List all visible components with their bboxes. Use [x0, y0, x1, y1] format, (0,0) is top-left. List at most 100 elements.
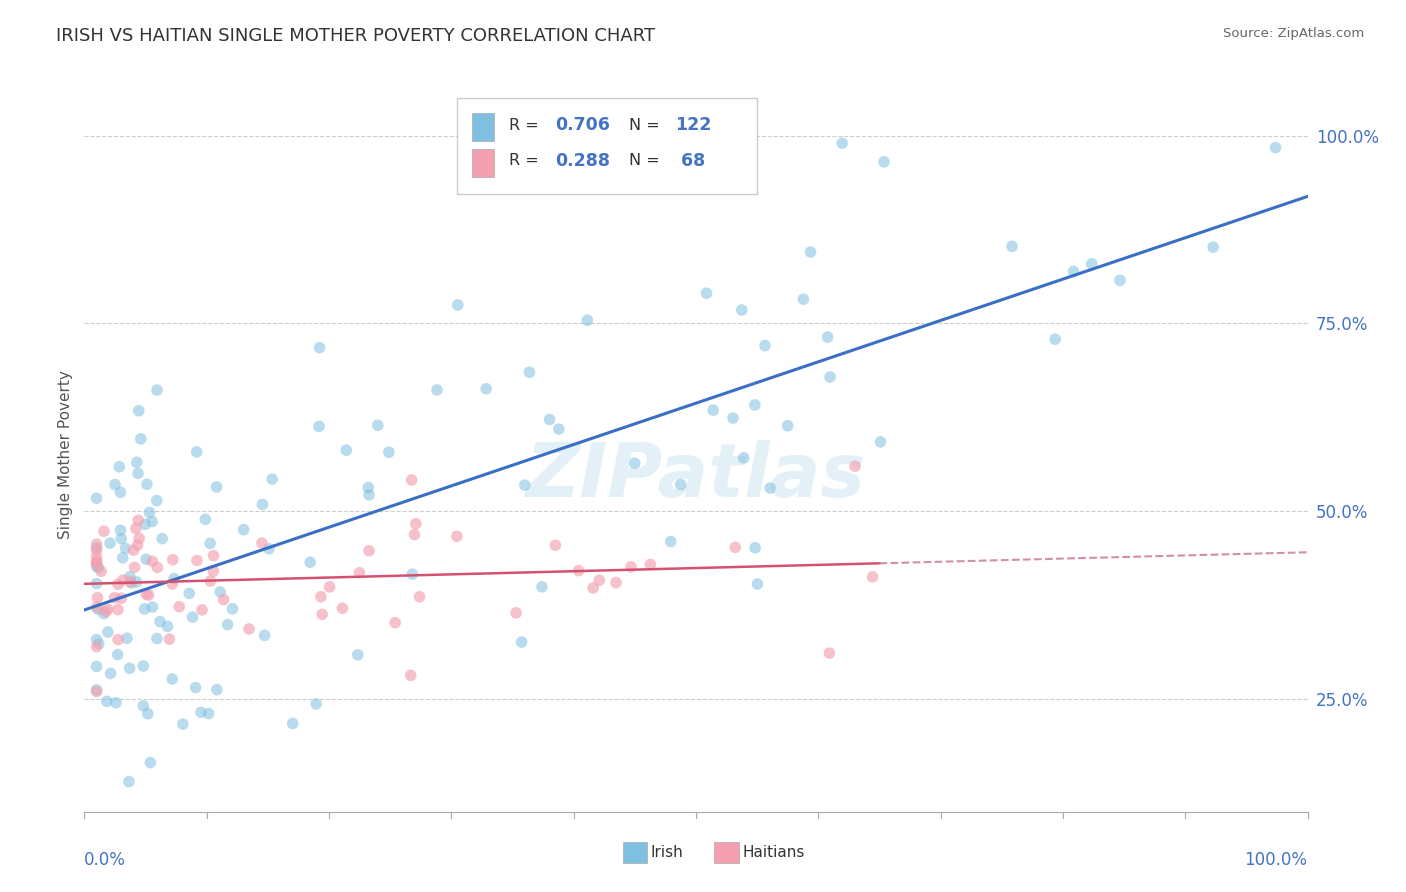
Point — [305, 697, 328, 711]
Point — [86, 576, 108, 591]
Point — [86, 537, 108, 551]
Point — [446, 529, 468, 543]
Point — [125, 521, 148, 535]
Point — [132, 659, 155, 673]
Point — [357, 481, 380, 495]
Point — [146, 560, 169, 574]
Point — [620, 560, 643, 574]
Point — [582, 581, 605, 595]
Point — [184, 681, 207, 695]
Point — [510, 635, 533, 649]
Point — [862, 570, 884, 584]
Point — [576, 313, 599, 327]
Point — [405, 516, 427, 531]
Point — [86, 491, 108, 506]
Point — [447, 298, 470, 312]
Point — [308, 341, 330, 355]
Point — [588, 574, 610, 588]
Point — [112, 573, 135, 587]
Point — [86, 682, 108, 697]
Point — [724, 541, 747, 555]
Point — [831, 136, 853, 151]
Point — [150, 532, 173, 546]
Point — [818, 646, 841, 660]
Point — [1080, 257, 1102, 271]
Point — [731, 303, 754, 318]
Point — [138, 588, 160, 602]
Point — [159, 632, 181, 647]
Point — [115, 631, 138, 645]
Point — [191, 603, 214, 617]
Point — [124, 560, 146, 574]
Point — [129, 432, 152, 446]
Point — [513, 478, 536, 492]
Point — [538, 412, 561, 426]
Text: N =: N = — [628, 118, 665, 133]
Point — [135, 477, 157, 491]
Point — [475, 382, 498, 396]
Point — [378, 445, 401, 459]
Point — [128, 403, 150, 417]
Point — [110, 523, 132, 537]
Point — [202, 564, 225, 578]
Point — [202, 549, 225, 563]
Point — [146, 383, 169, 397]
Point — [505, 606, 527, 620]
Point — [519, 365, 541, 379]
Point — [799, 245, 821, 260]
FancyBboxPatch shape — [457, 98, 758, 194]
Point — [217, 617, 239, 632]
Point — [110, 532, 132, 546]
Text: 122: 122 — [675, 116, 711, 134]
Point — [281, 716, 304, 731]
Point — [110, 591, 132, 606]
Point — [86, 554, 108, 568]
Point — [547, 422, 569, 436]
Point — [744, 541, 766, 555]
Point — [86, 557, 108, 571]
Point — [125, 455, 148, 469]
Point — [205, 682, 228, 697]
Point — [93, 524, 115, 539]
Point — [347, 648, 370, 662]
Point — [160, 672, 183, 686]
Point — [86, 559, 108, 574]
Point — [190, 706, 212, 720]
Point — [384, 615, 406, 630]
Point — [136, 706, 159, 721]
Point — [1043, 332, 1066, 346]
Point — [118, 661, 141, 675]
Point — [127, 467, 149, 481]
Point — [107, 577, 129, 591]
Point — [127, 538, 149, 552]
Point — [104, 696, 127, 710]
Point — [640, 558, 662, 572]
FancyBboxPatch shape — [714, 842, 738, 863]
Point — [97, 602, 120, 616]
Point — [404, 527, 426, 541]
Point — [139, 756, 162, 770]
Point — [96, 694, 118, 708]
Point — [335, 443, 357, 458]
Point — [873, 154, 896, 169]
Point — [167, 599, 190, 614]
Point — [318, 580, 340, 594]
Point — [659, 534, 682, 549]
Text: 68: 68 — [675, 152, 706, 169]
Point — [107, 648, 129, 662]
Point — [1063, 264, 1085, 278]
Text: IRISH VS HAITIAN SINGLE MOTHER POVERTY CORRELATION CHART: IRISH VS HAITIAN SINGLE MOTHER POVERTY C… — [56, 27, 655, 45]
Point — [349, 566, 371, 580]
Point — [127, 513, 149, 527]
Point — [86, 632, 108, 647]
Point — [181, 610, 204, 624]
Point — [125, 574, 148, 589]
Text: 0.706: 0.706 — [555, 116, 610, 134]
Point — [792, 292, 814, 306]
Point — [86, 684, 108, 698]
Point — [733, 450, 755, 465]
Point — [1264, 140, 1286, 154]
Point — [162, 577, 184, 591]
Text: N =: N = — [628, 153, 665, 169]
Point — [250, 536, 273, 550]
